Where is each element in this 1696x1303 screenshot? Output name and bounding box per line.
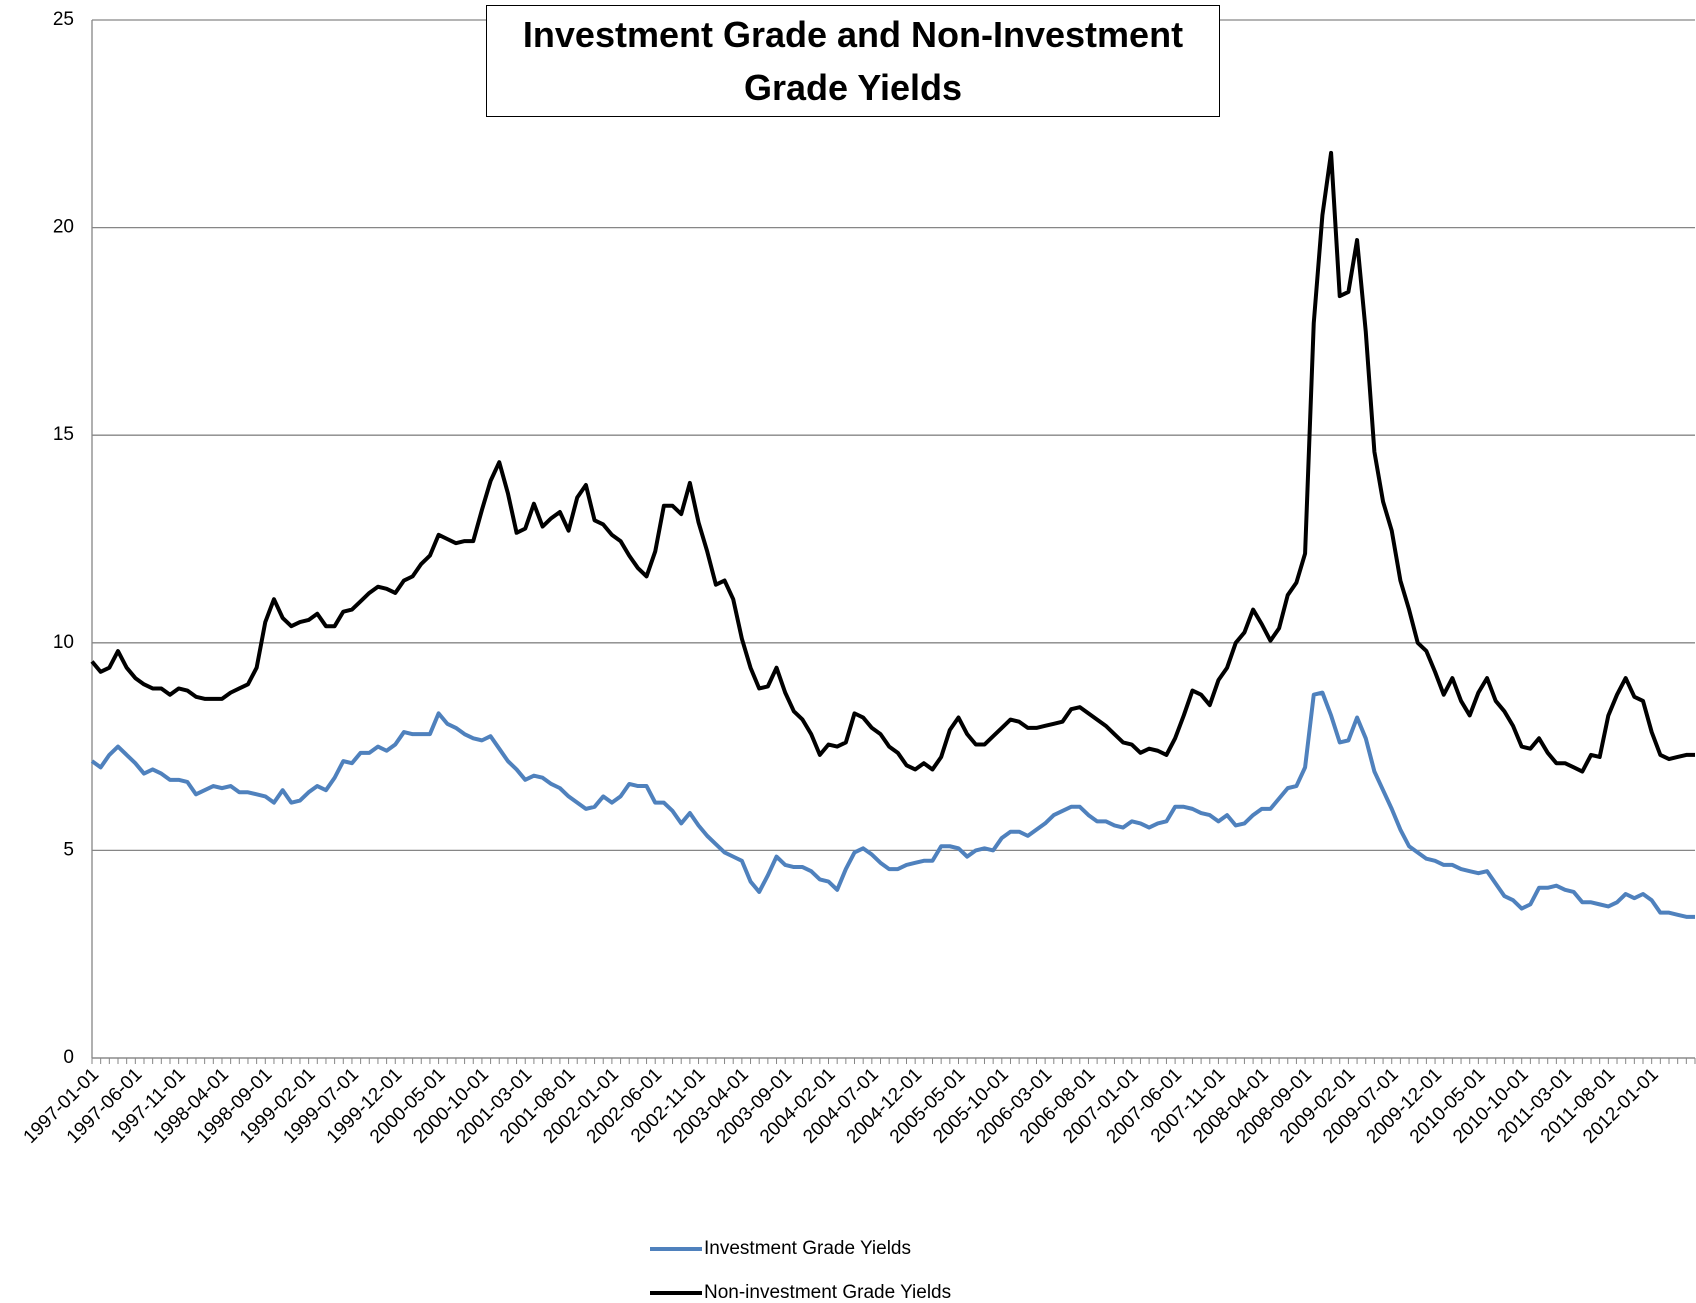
y-tick-label: 15 [53,424,74,445]
y-tick-label: 25 [53,9,74,30]
legend-label: Investment Grade Yields [704,1238,911,1259]
y-tick-label: 0 [63,1047,74,1068]
series-line [90,150,1695,774]
y-tick-label: 20 [53,217,74,238]
y-tick-label: 5 [63,839,74,860]
series-line [90,690,1695,919]
chart-title: Investment Grade and Non-Investment Grad… [486,5,1220,117]
y-tick-label: 10 [53,632,74,653]
legend-label: Non-investment Grade Yields [704,1282,951,1303]
